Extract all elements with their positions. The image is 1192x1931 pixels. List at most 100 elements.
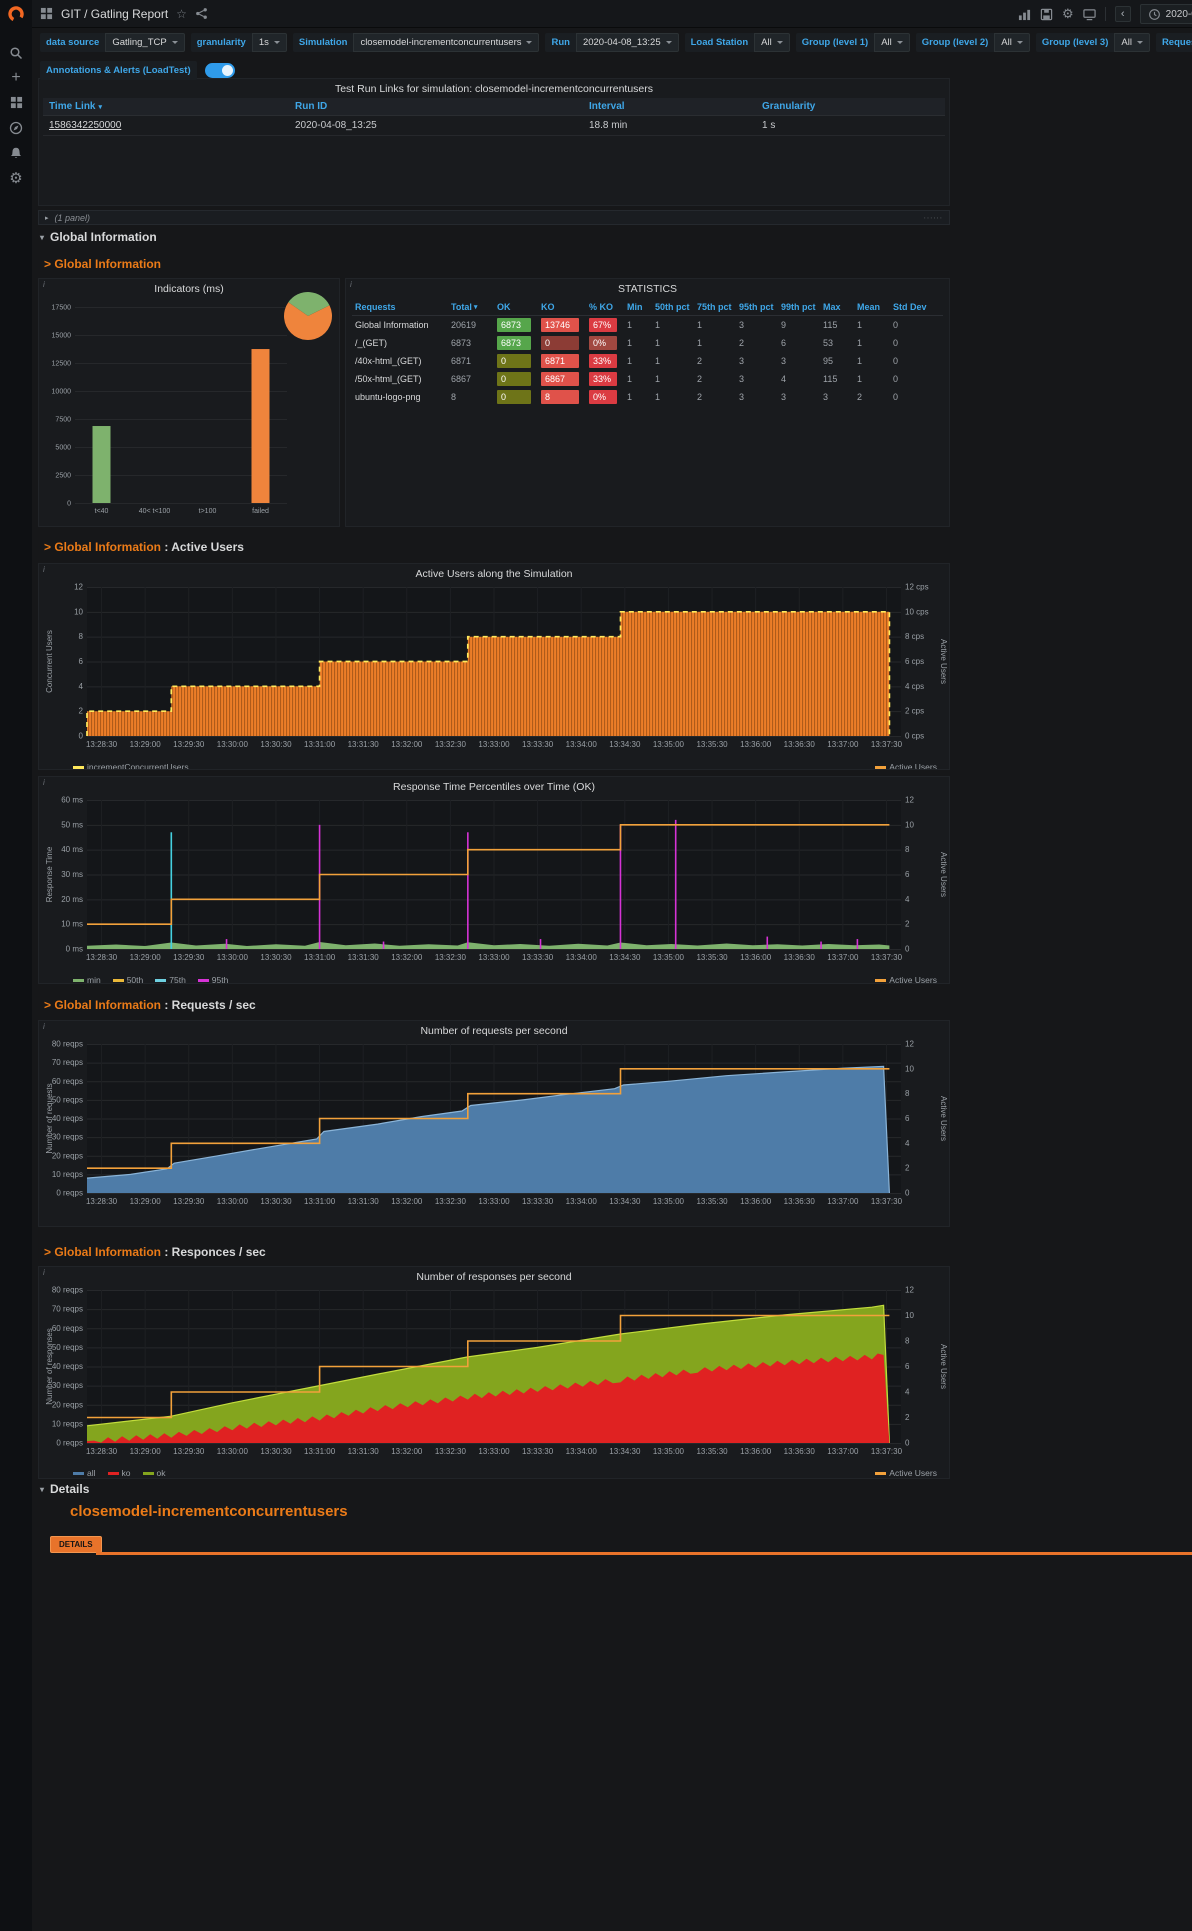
panel-title[interactable]: Response Time Percentiles over Time (OK) [393, 781, 595, 793]
active-users-chart[interactable]: 0 2 4 6 8 10 12 0 cps 2 cps 4 cps 6 cps 8 cps 10 cps… [43, 582, 947, 756]
filter-value-granularity[interactable]: 1s [251, 33, 287, 52]
svg-text:4: 4 [905, 1388, 910, 1397]
svg-text:0: 0 [67, 501, 71, 508]
create-icon[interactable]: + [11, 68, 21, 86]
dashboard-settings-icon[interactable]: ⚙ [1062, 6, 1074, 21]
legend-item-min[interactable]: min [73, 975, 101, 983]
cycle-view-icon[interactable] [1082, 8, 1096, 21]
filter-value-group-level-1[interactable]: All [874, 33, 910, 52]
test-run-col-time-link[interactable]: Time Link ▾ [49, 101, 103, 112]
grafana-logo-icon[interactable] [7, 5, 25, 28]
link-requests-per-sec[interactable]: > Global Information : Requests / sec [44, 998, 256, 1012]
dashboards-icon[interactable] [10, 95, 23, 110]
svg-text:13:35:30: 13:35:30 [696, 740, 728, 749]
stats-col-95th-pct[interactable]: 95th pct [739, 302, 774, 312]
panel-title[interactable]: Number of responses per second [416, 1271, 572, 1283]
stats-col-std-dev[interactable]: Std Dev [893, 302, 927, 312]
stats-cell-pct75: 1 [697, 338, 703, 348]
indicators-bar-chart[interactable]: 0 2500 5000 7500 10000 12500 15000 17500 t<40 40<… [45, 297, 295, 521]
legend-item-active-users[interactable]: Active Users [875, 1468, 937, 1478]
panel-title[interactable]: STATISTICS [617, 283, 678, 295]
panel-info-icon[interactable]: i [43, 565, 45, 574]
legend-item-incrementconcurrentusers[interactable]: incrementConcurrentUsers [73, 762, 189, 769]
panel-title[interactable]: Number of requests per second [420, 1025, 568, 1037]
stats-col-total[interactable]: Total ▾ [451, 302, 478, 312]
svg-text:50 ms: 50 ms [61, 820, 83, 829]
panel-info-icon[interactable]: i [43, 1022, 45, 1031]
legend-item-active-users[interactable]: Active Users [875, 975, 937, 983]
time-back-button[interactable]: ‹ [1114, 6, 1131, 22]
stats-col-ko[interactable]: KO [541, 302, 555, 312]
legend-item-ko[interactable]: ko [107, 1468, 131, 1478]
legend-item-75th[interactable]: 75th [155, 975, 186, 983]
stats-col-max[interactable]: Max [823, 302, 841, 312]
svg-text:4: 4 [905, 895, 910, 904]
add-panel-icon[interactable] [1018, 8, 1031, 21]
stats-col-50th-pct[interactable]: 50th pct [655, 302, 690, 312]
section-details[interactable]: ▾ Details [40, 1482, 89, 1496]
stats-col-ok[interactable]: OK [497, 302, 511, 312]
explore-icon[interactable] [9, 120, 23, 135]
test-run-col-run-id[interactable]: Run ID [295, 101, 328, 112]
details-button[interactable]: DETAILS [50, 1536, 102, 1553]
responses-per-second-chart[interactable]: 0 reqps 10 reqps 20 reqps 30 reqps 40 reqps 5… [43, 1285, 947, 1463]
filter-label-group-level-2: Group (level 2) [915, 33, 995, 52]
indicators-pie-chart[interactable] [283, 291, 333, 341]
search-icon[interactable] [9, 45, 23, 60]
filter-value-data-source[interactable]: Gatling_TCP [105, 33, 185, 52]
legend-item-ok[interactable]: ok [142, 1468, 165, 1478]
filter-run: Run 2020-04-08_13:25 [545, 33, 679, 52]
star-icon[interactable]: ☆ [176, 6, 187, 21]
link-responses-per-sec[interactable]: > Global Information : Responces / sec [44, 1245, 266, 1259]
panel-title[interactable]: Test Run Links for simulation: closemode… [334, 83, 654, 95]
svg-text:13:33:30: 13:33:30 [522, 1447, 554, 1456]
panel-info-icon[interactable]: i [350, 280, 352, 289]
share-icon[interactable] [195, 7, 208, 20]
stats-col-75th-pct[interactable]: 75th pct [697, 302, 732, 312]
time-range-picker[interactable]: 2020-04-08 13:28:20 to 2020-04-08 13 [1139, 4, 1192, 24]
panel-title[interactable]: Indicators (ms) [154, 283, 224, 295]
panel-info-icon[interactable]: i [43, 280, 45, 289]
stats-col-mean[interactable]: Mean [857, 302, 881, 312]
legend-label: ko [121, 1468, 131, 1478]
save-dashboard-icon[interactable] [1040, 8, 1053, 21]
dashboard-title[interactable]: GIT / Gatling Report [61, 6, 169, 21]
stats-col-min[interactable]: Min [627, 302, 643, 312]
response-time-chart[interactable]: 0 ms 10 ms 20 ms 30 ms 40 ms 50 ms 60 ms 0 2 4 6 8 1… [43, 795, 947, 969]
requests-per-second-chart[interactable]: 0 reqps 10 reqps 20 reqps 30 reqps 40 reqps 5… [43, 1039, 947, 1213]
test-run-col-interval[interactable]: Interval [589, 101, 625, 112]
panel-title[interactable]: Active Users along the Simulation [415, 568, 573, 580]
svg-text:15000: 15000 [52, 333, 72, 340]
filter-value-group-level-2[interactable]: All [994, 33, 1030, 52]
panel-info-icon[interactable]: i [43, 1268, 45, 1277]
alerting-bell-icon[interactable] [9, 145, 23, 160]
link-global-information[interactable]: > Global Information [44, 257, 161, 271]
stats-col-requests[interactable]: Requests [355, 302, 396, 312]
svg-text:0: 0 [905, 945, 910, 954]
filter-value-simulation[interactable]: closemodel-incrementconcurrentusers [353, 33, 540, 52]
svg-text:8 cps: 8 cps [905, 632, 924, 641]
filter-value-group-level-3[interactable]: All [1114, 33, 1150, 52]
section-global-information[interactable]: ▾ Global Information [40, 230, 157, 244]
drag-handle[interactable]: ∙∙∙∙∙∙ [923, 213, 943, 222]
test-run-col-granularity[interactable]: Granularity [762, 101, 816, 112]
link-active-users[interactable]: > Global Information : Active Users [44, 540, 244, 554]
time-link[interactable]: 1586342250000 [49, 120, 122, 131]
svg-text:13:37:00: 13:37:00 [827, 1197, 859, 1206]
legend-item-50th[interactable]: 50th [112, 975, 143, 983]
svg-text:0 reqps: 0 reqps [56, 1439, 83, 1448]
panel-info-icon[interactable]: i [43, 778, 45, 787]
dashboard-grid-icon[interactable] [40, 7, 53, 20]
legend-item-active-users[interactable]: Active Users [875, 762, 937, 769]
filter-value-run[interactable]: 2020-04-08_13:25 [575, 33, 679, 52]
collapsed-panel-row[interactable]: ▸ (1 panel) ∙∙∙∙∙∙ [38, 210, 950, 225]
filter-value-load-station[interactable]: All [754, 33, 790, 52]
stats-col-ko[interactable]: % KO [589, 302, 614, 312]
stats-col-99th-pct[interactable]: 99th pct [781, 302, 816, 312]
annotations-toggle[interactable] [204, 63, 235, 78]
configuration-gear-icon[interactable]: ⚙ [9, 169, 23, 187]
filter-label-simulation: Simulation [292, 33, 354, 52]
legend-item-95th[interactable]: 95th [197, 975, 228, 983]
legend-item-all[interactable]: all [73, 1468, 96, 1478]
svg-text:13:34:30: 13:34:30 [609, 1447, 641, 1456]
